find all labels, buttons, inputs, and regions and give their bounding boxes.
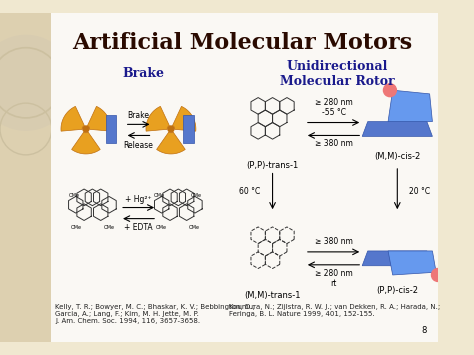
Text: 60 °C: 60 °C — [239, 187, 261, 196]
Text: ≥ 380 nm: ≥ 380 nm — [315, 139, 353, 148]
Text: OMe: OMe — [154, 193, 164, 198]
Text: OMe: OMe — [103, 225, 115, 230]
Circle shape — [83, 126, 89, 132]
Text: Artificial Molecular Motors: Artificial Molecular Motors — [72, 32, 412, 54]
Text: Unidirectional
Molecular Rotor: Unidirectional Molecular Rotor — [280, 60, 394, 88]
Text: Brake: Brake — [122, 67, 164, 80]
Circle shape — [168, 126, 174, 132]
Text: 20 °C: 20 °C — [410, 187, 430, 196]
Polygon shape — [88, 106, 111, 131]
FancyBboxPatch shape — [51, 13, 438, 342]
Polygon shape — [156, 132, 185, 154]
FancyBboxPatch shape — [106, 115, 116, 143]
Text: Release: Release — [124, 141, 154, 150]
Polygon shape — [388, 251, 436, 275]
FancyBboxPatch shape — [0, 13, 51, 342]
Text: Kelly, T. R.; Bowyer, M. C.; Bhaskar, K. V.; Bebbington, D.;
Garcia, A.; Lang, F: Kelly, T. R.; Bowyer, M. C.; Bhaskar, K.… — [55, 304, 255, 324]
Text: ≥ 280 nm
rt: ≥ 280 nm rt — [315, 268, 353, 288]
Text: 8: 8 — [421, 326, 427, 335]
Text: OMe: OMe — [68, 193, 80, 198]
Text: (P,P)-cis-2: (P,P)-cis-2 — [376, 286, 418, 295]
Text: (P,P)-trans-1: (P,P)-trans-1 — [246, 161, 299, 170]
Polygon shape — [388, 90, 432, 122]
Text: OMe: OMe — [191, 193, 201, 198]
Circle shape — [383, 84, 396, 97]
Text: ≥ 380 nm: ≥ 380 nm — [315, 237, 353, 246]
Text: (M,M)-cis-2: (M,M)-cis-2 — [374, 152, 420, 161]
Text: OMe: OMe — [70, 225, 81, 230]
Text: + Hg²⁺: + Hg²⁺ — [125, 195, 152, 204]
Polygon shape — [173, 106, 196, 131]
Text: Brake: Brake — [128, 111, 150, 120]
Text: ≥ 280 nm
-55 °C: ≥ 280 nm -55 °C — [315, 98, 353, 117]
Text: + EDTA: + EDTA — [124, 223, 153, 232]
Text: (M,M)-trans-1: (M,M)-trans-1 — [244, 291, 301, 300]
Circle shape — [0, 35, 74, 131]
Polygon shape — [362, 122, 432, 136]
Polygon shape — [362, 251, 432, 266]
Polygon shape — [61, 106, 84, 131]
Polygon shape — [146, 106, 169, 131]
FancyBboxPatch shape — [183, 115, 193, 143]
Polygon shape — [72, 132, 100, 154]
Circle shape — [431, 268, 445, 282]
Text: OMe: OMe — [155, 225, 166, 230]
Text: Koumura, N.; Zijlstra, R. W. J.; van Dekken, R. A.; Harada, N.;
Feringa, B. L. N: Koumura, N.; Zijlstra, R. W. J.; van Dek… — [229, 304, 440, 317]
Text: OMe: OMe — [189, 225, 200, 230]
